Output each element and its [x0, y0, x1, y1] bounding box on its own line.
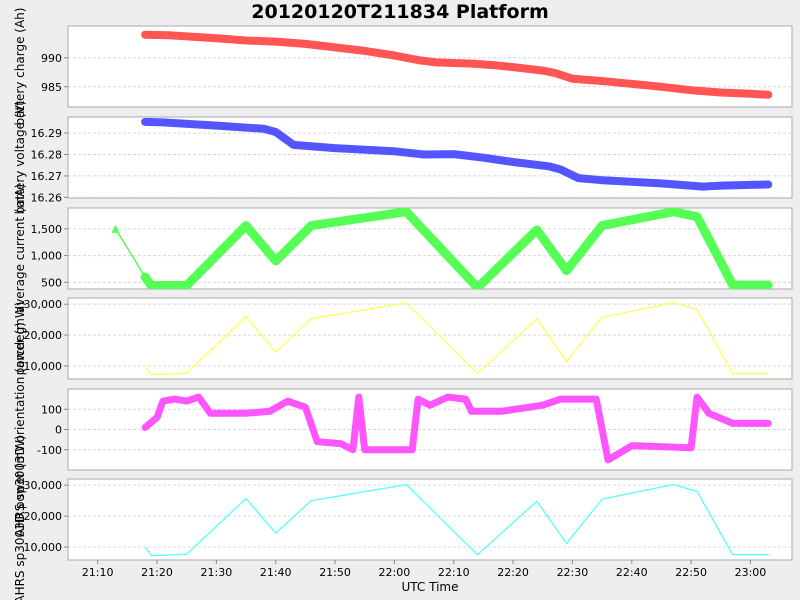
x-axis-label: UTC Time	[402, 580, 459, 594]
series-line-battery-charge	[141, 30, 773, 99]
plot-panel-4	[67, 297, 793, 380]
x-tick-label: 21:10	[82, 566, 114, 579]
chart-title: 20120120T211834 Platform	[251, 1, 549, 23]
y-tick-label: 16.28	[31, 149, 63, 162]
y-tick-label: 16.29	[31, 127, 63, 140]
y-tick-label: 10,000	[24, 541, 63, 554]
y-axis-label: battery voltage (V)	[13, 101, 27, 215]
y-tick-label: -100	[37, 444, 62, 457]
x-tick-label: 22:00	[379, 566, 411, 579]
y-tick-label: 20,000	[24, 510, 63, 523]
y-tick-label: 500	[41, 276, 62, 289]
y-tick-label: 16.27	[31, 170, 63, 183]
y-tick-label: 20,000	[24, 329, 63, 342]
y-axis-label: AHRS sp3003D power (mW)	[13, 435, 27, 600]
y-tick-label: 985	[41, 81, 62, 94]
series-line-ahrs-sp3003d-power	[144, 483, 769, 557]
y-tick-label: 100	[41, 403, 62, 416]
y-tick-label: 990	[41, 52, 62, 65]
y-axis-label: AHRS sp3003D.orientation (arcdeg)	[13, 322, 27, 537]
series-line-ahrs-sp3003d-orientation	[141, 393, 772, 464]
y-axis-label: battery charge (Ah)	[13, 8, 27, 126]
x-tick-label: 21:20	[141, 566, 173, 579]
x-tick-label: 22:50	[675, 566, 707, 579]
x-tick-label: 21:40	[260, 566, 292, 579]
y-tick-label: 30,000	[24, 298, 63, 311]
y-tick-label: 30,000	[24, 479, 63, 492]
x-tick-label: 22:10	[438, 566, 470, 579]
y-axis-label: average current (mA)	[13, 184, 27, 313]
x-tick-label: 22:30	[557, 566, 589, 579]
y-tick-label: 1,500	[31, 223, 63, 236]
x-tick-label: 23:00	[735, 566, 767, 579]
series-line-battery-voltage	[141, 117, 773, 191]
x-tick-label: 22:20	[497, 566, 529, 579]
y-tick-label: 10,000	[24, 360, 63, 373]
y-tick-label: 16.26	[31, 191, 63, 204]
x-tick-label: 22:40	[616, 566, 648, 579]
x-tick-label: 21:50	[319, 566, 351, 579]
y-tick-label: 0	[55, 424, 62, 437]
y-axis-label: power (mW)	[13, 302, 27, 376]
series-line-average-current	[140, 208, 773, 289]
x-tick-label: 21:30	[201, 566, 233, 579]
y-tick-label: 1,000	[31, 250, 63, 263]
plot-panel-3	[67, 207, 793, 290]
plot-panel-6	[67, 478, 793, 561]
series-line-power	[144, 302, 769, 376]
